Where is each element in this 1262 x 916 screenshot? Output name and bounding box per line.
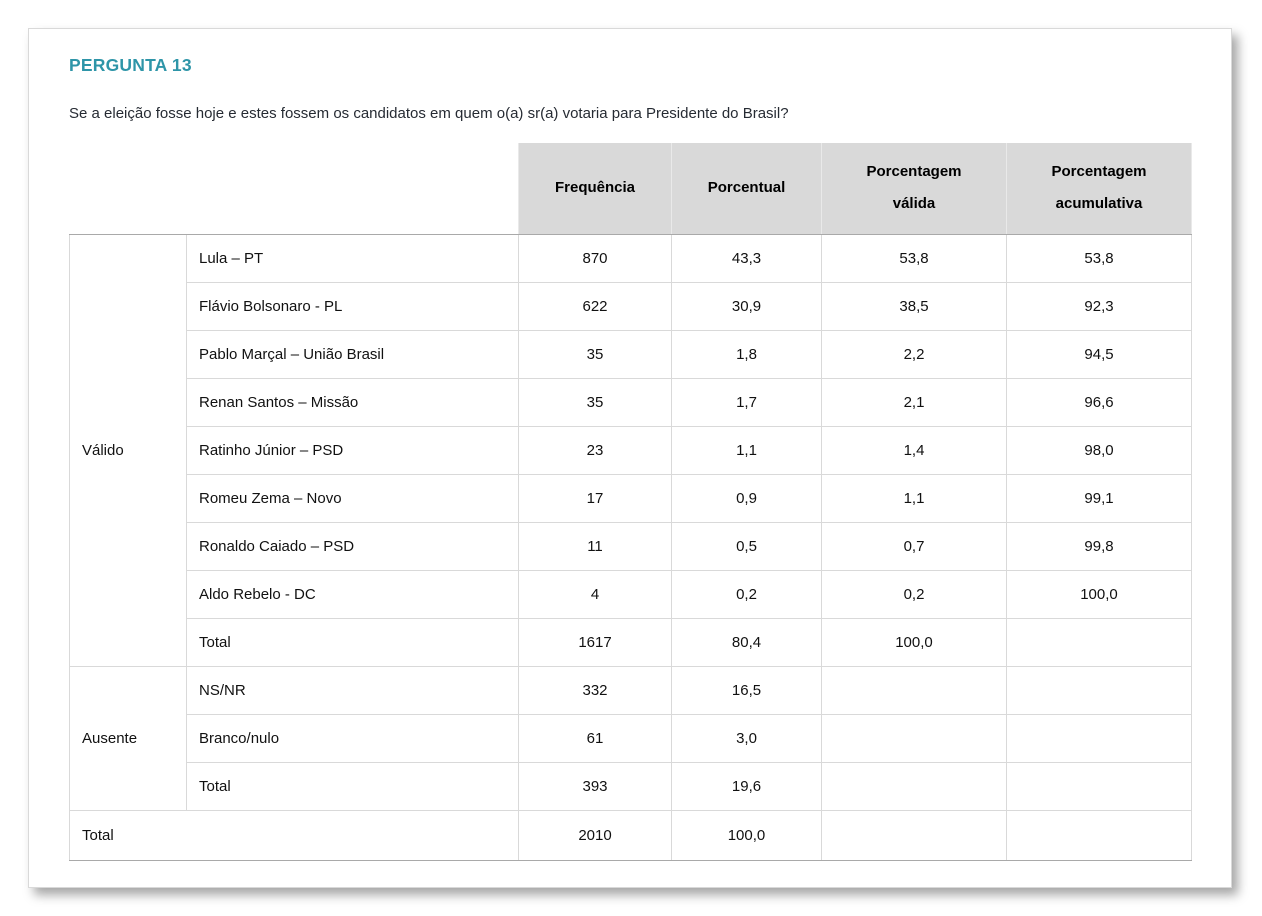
row-label: NS/NR [186,665,519,715]
question-text: Se a eleição fosse hoje e estes fossem o… [69,105,789,122]
table-row-subtotal: Total 393 19,6 [70,761,1192,811]
cell-valid-percent: 0,7 [821,521,1007,571]
cell-valid-percent: 2,2 [821,329,1007,379]
table-row: Ausente NS/NR 332 16,5 [69,665,1192,811]
document-content: PERGUNTA 13 Se a eleição fosse hoje e es… [29,29,1231,861]
cell-percent: 1,1 [671,425,822,475]
cell-cumulative-percent: 94,5 [1006,329,1192,379]
table-row: Flávio Bolsonaro - PL 622 30,9 38,5 92,3 [70,281,1192,331]
cell-cumulative-percent: 99,1 [1006,473,1192,523]
cell-percent: 3,0 [671,713,822,763]
empty-corner-cell [69,143,519,235]
cell-cumulative-percent: 53,8 [1006,233,1192,283]
cell-percent: 19,6 [671,761,822,811]
cell-cumulative-percent: 92,3 [1006,281,1192,331]
row-label: Romeu Zema – Novo [186,473,519,523]
grand-total-label: Total [69,809,519,861]
table-row: Romeu Zema – Novo 17 0,9 1,1 99,1 [70,473,1192,523]
cell-percent: 16,5 [671,665,822,715]
row-label: Lula – PT [186,233,519,283]
cell-valid-percent: 38,5 [821,281,1007,331]
row-label: Ronaldo Caiado – PSD [186,521,519,571]
table-header-row: Frequência Porcentual Porcentagem válida… [69,143,1192,235]
table-row: Renan Santos – Missão 35 1,7 2,1 96,6 [70,377,1192,427]
cell-frequency: 332 [518,665,672,715]
cell-frequency: 4 [518,569,672,619]
cell-frequency: 23 [518,425,672,475]
document-page: PERGUNTA 13 Se a eleição fosse hoje e es… [28,28,1232,888]
cell-cumulative-percent [1006,809,1192,861]
cell-frequency: 870 [518,233,672,283]
cell-valid-percent [821,713,1007,763]
cell-percent: 0,9 [671,473,822,523]
cell-percent: 80,4 [671,617,822,667]
cell-cumulative-percent [1006,665,1192,715]
group-label-ausente: Ausente [69,665,187,811]
row-label: Pablo Marçal – União Brasil [186,329,519,379]
row-label: Flávio Bolsonaro - PL [186,281,519,331]
column-header-label: Porcentagem acumulativa [1051,163,1147,213]
cell-percent: 1,7 [671,377,822,427]
cell-frequency: 17 [518,473,672,523]
cell-valid-percent [821,665,1007,715]
cell-percent: 100,0 [671,809,822,861]
table-row: Aldo Rebelo - DC 4 0,2 0,2 100,0 [70,569,1192,619]
table-row-subtotal: Total 1617 80,4 100,0 [70,617,1192,667]
cell-frequency: 35 [518,377,672,427]
cell-cumulative-percent [1006,617,1192,667]
column-header-label: Porcentual [707,179,786,197]
table-row: Branco/nulo 61 3,0 [70,713,1192,763]
cell-cumulative-percent: 98,0 [1006,425,1192,475]
cell-cumulative-percent [1006,713,1192,763]
row-label: Renan Santos – Missão [186,377,519,427]
row-label: Total [186,761,519,811]
cell-valid-percent [821,761,1007,811]
table-row-grand-total: Total 2010 100,0 [69,809,1192,861]
column-header-label: Porcentagem válida [866,163,962,213]
cell-cumulative-percent [1006,761,1192,811]
cell-percent: 1,8 [671,329,822,379]
cell-cumulative-percent: 96,6 [1006,377,1192,427]
cell-percent: 0,2 [671,569,822,619]
group-label-valido: Válido [69,233,187,667]
column-header-porcentagem-valida: Porcentagem válida [821,143,1007,235]
cell-valid-percent: 1,1 [821,473,1007,523]
row-label: Aldo Rebelo - DC [186,569,519,619]
table-row: Ronaldo Caiado – PSD 11 0,5 0,7 99,8 [70,521,1192,571]
cell-valid-percent: 1,4 [821,425,1007,475]
column-header-label: Frequência [554,179,636,197]
column-header-frequencia: Frequência [518,143,672,235]
table-row: Válido Lula – PT 870 43,3 53,8 53,8 [69,233,1192,667]
row-label: Branco/nulo [186,713,519,763]
cell-frequency: 35 [518,329,672,379]
cell-cumulative-percent: 100,0 [1006,569,1192,619]
row-label: Ratinho Júnior – PSD [186,425,519,475]
results-table: Frequência Porcentual Porcentagem válida… [69,143,1192,861]
column-header-porcentagem-acumulativa: Porcentagem acumulativa [1006,143,1192,235]
cell-cumulative-percent: 99,8 [1006,521,1192,571]
question-number-heading: PERGUNTA 13 [69,55,192,75]
cell-valid-percent [821,809,1007,861]
table-row: Ratinho Júnior – PSD 23 1,1 1,4 98,0 [70,425,1192,475]
row-label: Total [186,617,519,667]
cell-frequency: 11 [518,521,672,571]
cell-percent: 43,3 [671,233,822,283]
cell-frequency: 1617 [518,617,672,667]
cell-valid-percent: 100,0 [821,617,1007,667]
cell-frequency: 622 [518,281,672,331]
table-row: Pablo Marçal – União Brasil 35 1,8 2,2 9… [70,329,1192,379]
cell-valid-percent: 53,8 [821,233,1007,283]
column-header-porcentual: Porcentual [671,143,822,235]
cell-valid-percent: 0,2 [821,569,1007,619]
cell-frequency: 393 [518,761,672,811]
cell-percent: 30,9 [671,281,822,331]
cell-percent: 0,5 [671,521,822,571]
cell-frequency: 61 [518,713,672,763]
cell-frequency: 2010 [518,809,672,861]
cell-valid-percent: 2,1 [821,377,1007,427]
